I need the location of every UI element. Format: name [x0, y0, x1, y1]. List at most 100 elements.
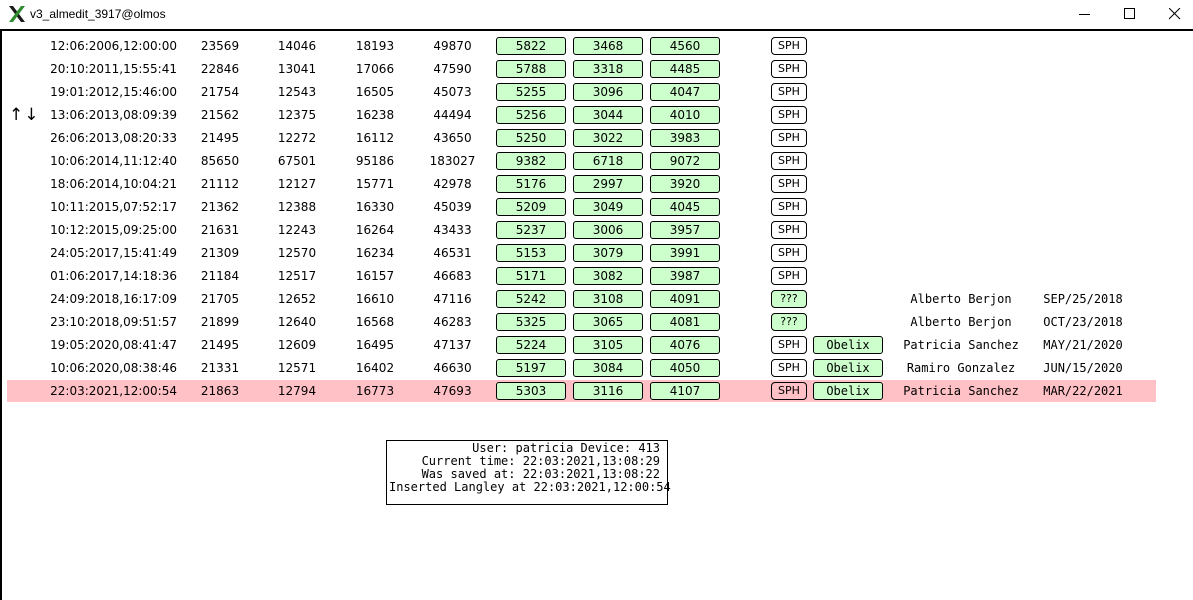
type-tag-button[interactable]: SPH: [771, 336, 807, 354]
green-value-3[interactable]: 4560: [650, 37, 720, 55]
table-row[interactable]: 19:05:2020,08:41:47 21495 12609 16495 47137 5…: [7, 334, 1156, 356]
type-tag-button[interactable]: SPH: [771, 198, 807, 216]
green-value-1[interactable]: 5197: [496, 359, 566, 377]
table-row[interactable]: 26:06:2013,08:20:33 21495 12272 16112 43650 5…: [7, 127, 1156, 149]
green-value-2[interactable]: 3049: [573, 198, 643, 216]
green-value-1[interactable]: 5176: [496, 175, 566, 193]
green-value-2[interactable]: 3044: [573, 106, 643, 124]
green-value-2[interactable]: 3096: [573, 83, 643, 101]
obelix-button[interactable]: Obelix: [813, 336, 883, 354]
green-value-1[interactable]: 5255: [496, 83, 566, 101]
type-tag-button[interactable]: SPH: [771, 106, 807, 124]
type-tag-button[interactable]: SPH: [771, 382, 807, 400]
green-value-3[interactable]: 4076: [650, 336, 720, 354]
type-tag-button[interactable]: SPH: [771, 37, 807, 55]
green-value-2[interactable]: 3065: [573, 313, 643, 331]
table-row[interactable]: 24:05:2017,15:41:49 21309 12570 16234 46531 5…: [7, 242, 1156, 264]
green-value-3[interactable]: 3983: [650, 129, 720, 147]
value-cell-3: 16330: [355, 200, 395, 214]
green-value-2[interactable]: 2997: [573, 175, 643, 193]
green-value-1[interactable]: 9382: [496, 152, 566, 170]
green-value-2[interactable]: 3084: [573, 359, 643, 377]
green-value-1[interactable]: 5303: [496, 382, 566, 400]
type-tag-button[interactable]: SPH: [771, 129, 807, 147]
timestamp-cell: 24:05:2017,15:41:49: [50, 246, 177, 260]
green-value-2[interactable]: 3116: [573, 382, 643, 400]
green-value-3[interactable]: 3957: [650, 221, 720, 239]
green-value-3[interactable]: 3987: [650, 267, 720, 285]
green-value-1[interactable]: 5171: [496, 267, 566, 285]
green-value-2[interactable]: 3108: [573, 290, 643, 308]
green-value-3[interactable]: 4050: [650, 359, 720, 377]
green-value-3[interactable]: 4045: [650, 198, 720, 216]
green-value-3[interactable]: 4107: [650, 382, 720, 400]
green-value-2[interactable]: 3022: [573, 129, 643, 147]
green-value-1[interactable]: 5237: [496, 221, 566, 239]
info-box: User: patricia Device: 413 Current time:…: [386, 440, 671, 505]
obelix-button[interactable]: Obelix: [813, 382, 883, 400]
green-value-3[interactable]: 4081: [650, 313, 720, 331]
table-row[interactable]: 10:11:2015,07:52:17 21362 12388 16330 45039 5…: [7, 196, 1156, 218]
green-value-3[interactable]: 3991: [650, 244, 720, 262]
table-row[interactable]: 10:06:2020,08:38:46 21331 12571 16402 46630 5…: [7, 357, 1156, 379]
obelix-button[interactable]: Obelix: [813, 359, 883, 377]
type-tag-button[interactable]: SPH: [771, 175, 807, 193]
value-cell-2: 12375: [277, 108, 317, 122]
type-tag-button[interactable]: SPH: [771, 267, 807, 285]
value-cell-4: 47590: [433, 62, 472, 76]
table-row[interactable]: 23:10:2018,09:51:57 21899 12640 16568 46283 5…: [7, 311, 1156, 333]
minimize-button[interactable]: [1063, 0, 1108, 29]
table-row[interactable]: 12:06:2006,12:00:00 23569 14046 18193 49870 5…: [7, 35, 1156, 57]
green-value-3[interactable]: 3920: [650, 175, 720, 193]
green-value-3[interactable]: 4047: [650, 83, 720, 101]
green-value-3[interactable]: 4010: [650, 106, 720, 124]
green-value-2[interactable]: 3105: [573, 336, 643, 354]
type-tag-button[interactable]: SPH: [771, 83, 807, 101]
table-row[interactable]: 01:06:2017,14:18:36 21184 12517 16157 46683 5…: [7, 265, 1156, 287]
green-value-3[interactable]: 4485: [650, 60, 720, 78]
table-row[interactable]: 10:12:2015,09:25:00 21631 12243 16264 43433 5…: [7, 219, 1156, 241]
type-tag-button[interactable]: ???: [771, 290, 807, 308]
green-value-1[interactable]: 5822: [496, 37, 566, 55]
type-tag-button[interactable]: SPH: [771, 60, 807, 78]
green-value-1[interactable]: 5256: [496, 106, 566, 124]
table-row[interactable]: 13:06:2013,08:09:39 21562 12375 16238 44494 5…: [7, 104, 1156, 126]
type-tag-button[interactable]: SPH: [771, 152, 807, 170]
green-value-2[interactable]: 3079: [573, 244, 643, 262]
type-tag-button[interactable]: ???: [771, 313, 807, 331]
value-cell-2: 12272: [277, 131, 317, 145]
timestamp-cell: 13:06:2013,08:09:39: [50, 108, 177, 122]
type-tag-button[interactable]: SPH: [771, 359, 807, 377]
table-row[interactable]: 18:06:2014,10:04:21 21112 12127 15771 42978 5…: [7, 173, 1156, 195]
type-tag-button[interactable]: SPH: [771, 221, 807, 239]
green-value-2[interactable]: 3082: [573, 267, 643, 285]
close-button[interactable]: [1153, 0, 1193, 29]
green-value-1[interactable]: 5209: [496, 198, 566, 216]
green-value-1[interactable]: 5224: [496, 336, 566, 354]
green-value-1[interactable]: 5788: [496, 60, 566, 78]
table-row[interactable]: 22:03:2021,12:00:54 21863 12794 16773 47693 5…: [7, 380, 1156, 402]
green-value-1[interactable]: 5325: [496, 313, 566, 331]
timestamp-cell: 24:09:2018,16:17:09: [50, 292, 177, 306]
green-value-1[interactable]: 5250: [496, 129, 566, 147]
maximize-button[interactable]: [1108, 0, 1153, 29]
type-tag-button[interactable]: SPH: [771, 244, 807, 262]
value-cell-2: 12609: [277, 338, 317, 352]
green-value-2[interactable]: 3468: [573, 37, 643, 55]
value-cell-3: 16505: [355, 85, 395, 99]
value-cell-2: 12794: [277, 384, 317, 398]
table-row[interactable]: 10:06:2014,11:12:40 85650 67501 95186 183027…: [7, 150, 1156, 172]
green-value-1[interactable]: 5153: [496, 244, 566, 262]
green-value-1[interactable]: 5242: [496, 290, 566, 308]
table-row[interactable]: 19:01:2012,15:46:00 21754 12543 16505 45073 5…: [7, 81, 1156, 103]
value-cell-4: 46630: [433, 361, 472, 375]
table-row[interactable]: 24:09:2018,16:17:09 21705 12652 16610 47116 5…: [7, 288, 1156, 310]
operator-name: Patricia Sanchez: [903, 338, 1019, 352]
green-value-2[interactable]: 6718: [573, 152, 643, 170]
sort-arrows-icon[interactable]: ↑↓: [9, 105, 40, 125]
table-row[interactable]: 20:10:2011,15:55:41 22846 13041 17066 47590 5…: [7, 58, 1156, 80]
green-value-2[interactable]: 3006: [573, 221, 643, 239]
green-value-2[interactable]: 3318: [573, 60, 643, 78]
green-value-3[interactable]: 9072: [650, 152, 720, 170]
green-value-3[interactable]: 4091: [650, 290, 720, 308]
